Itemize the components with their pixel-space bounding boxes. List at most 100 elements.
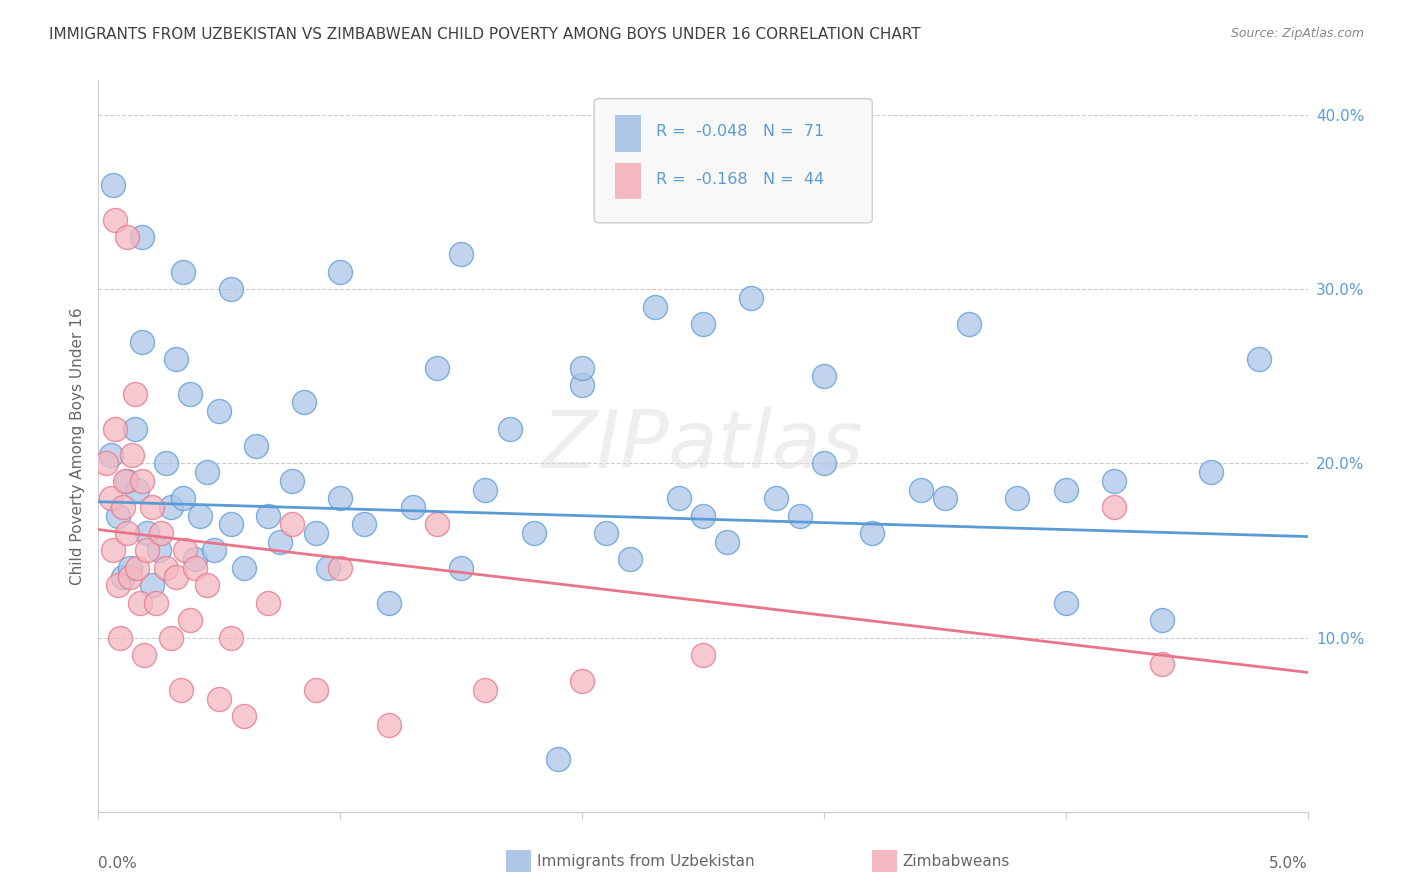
Point bbox=[94, 457, 117, 471]
Point bbox=[141, 578, 163, 592]
Point bbox=[169, 682, 191, 697]
Point bbox=[595, 526, 617, 541]
Point bbox=[402, 500, 425, 514]
Point bbox=[269, 534, 291, 549]
Point bbox=[131, 474, 153, 488]
Point bbox=[426, 360, 449, 375]
Point bbox=[117, 526, 139, 541]
Point bbox=[329, 265, 352, 279]
Point bbox=[160, 631, 183, 645]
Point bbox=[668, 491, 690, 506]
Point bbox=[813, 369, 835, 384]
Point bbox=[131, 334, 153, 349]
Point bbox=[111, 569, 134, 583]
Point bbox=[860, 526, 883, 541]
Point bbox=[111, 500, 134, 514]
Point bbox=[765, 491, 787, 506]
Point bbox=[957, 317, 980, 331]
Point bbox=[124, 421, 146, 435]
Point bbox=[148, 543, 170, 558]
Point bbox=[1152, 613, 1174, 627]
Point bbox=[124, 386, 146, 401]
Text: Immigrants from Uzbekistan: Immigrants from Uzbekistan bbox=[537, 855, 755, 869]
Point bbox=[117, 230, 139, 244]
FancyBboxPatch shape bbox=[595, 99, 872, 223]
Text: Source: ZipAtlas.com: Source: ZipAtlas.com bbox=[1230, 27, 1364, 40]
Point bbox=[221, 631, 243, 645]
Point bbox=[221, 282, 243, 296]
Point bbox=[813, 457, 835, 471]
Point bbox=[316, 561, 339, 575]
Point bbox=[292, 395, 315, 409]
Point bbox=[377, 596, 399, 610]
Point bbox=[1199, 465, 1222, 479]
Point bbox=[256, 596, 278, 610]
Point bbox=[450, 561, 472, 575]
Point bbox=[450, 247, 472, 261]
Point bbox=[107, 578, 129, 592]
Point bbox=[789, 508, 811, 523]
Point bbox=[188, 508, 211, 523]
Point bbox=[571, 674, 593, 689]
FancyBboxPatch shape bbox=[614, 115, 641, 152]
Point bbox=[104, 212, 127, 227]
Point bbox=[547, 752, 569, 766]
Point bbox=[128, 596, 150, 610]
Point bbox=[118, 569, 141, 583]
Point bbox=[165, 351, 187, 366]
Point bbox=[281, 517, 304, 532]
Text: R =  -0.168   N =  44: R = -0.168 N = 44 bbox=[655, 171, 824, 186]
Point bbox=[208, 691, 231, 706]
Point bbox=[377, 717, 399, 731]
Point bbox=[305, 526, 328, 541]
Point bbox=[172, 265, 194, 279]
Point bbox=[619, 552, 641, 566]
Point bbox=[118, 561, 141, 575]
Point bbox=[716, 534, 738, 549]
Point bbox=[692, 648, 714, 662]
Point bbox=[145, 596, 167, 610]
Point bbox=[195, 465, 218, 479]
Point bbox=[150, 526, 173, 541]
Point bbox=[174, 543, 197, 558]
Point bbox=[571, 360, 593, 375]
Point bbox=[426, 517, 449, 532]
Point bbox=[329, 561, 352, 575]
Point bbox=[353, 517, 375, 532]
Point bbox=[134, 648, 156, 662]
Point bbox=[245, 439, 267, 453]
Point bbox=[184, 552, 207, 566]
Point bbox=[131, 230, 153, 244]
Point bbox=[498, 421, 520, 435]
Point bbox=[108, 631, 131, 645]
Point bbox=[104, 421, 127, 435]
Text: 0.0%: 0.0% bbox=[98, 855, 138, 871]
Point bbox=[114, 474, 136, 488]
Text: IMMIGRANTS FROM UZBEKISTAN VS ZIMBABWEAN CHILD POVERTY AMONG BOYS UNDER 16 CORRE: IMMIGRANTS FROM UZBEKISTAN VS ZIMBABWEAN… bbox=[49, 27, 921, 42]
Point bbox=[1152, 657, 1174, 671]
FancyBboxPatch shape bbox=[614, 163, 641, 199]
Point bbox=[571, 378, 593, 392]
Point bbox=[179, 613, 201, 627]
Point bbox=[117, 474, 139, 488]
Point bbox=[127, 483, 149, 497]
Point bbox=[1102, 500, 1125, 514]
Point bbox=[208, 404, 231, 418]
Point bbox=[305, 682, 328, 697]
Point bbox=[121, 448, 143, 462]
Point bbox=[1249, 351, 1271, 366]
Point bbox=[474, 483, 496, 497]
Point bbox=[1054, 483, 1077, 497]
Point bbox=[910, 483, 932, 497]
Point bbox=[740, 291, 762, 305]
Point bbox=[221, 517, 243, 532]
Point bbox=[1007, 491, 1029, 506]
Point bbox=[1054, 596, 1077, 610]
Text: R =  -0.048   N =  71: R = -0.048 N = 71 bbox=[655, 124, 824, 139]
Point bbox=[256, 508, 278, 523]
Point bbox=[692, 317, 714, 331]
Point bbox=[100, 448, 122, 462]
Text: Zimbabweans: Zimbabweans bbox=[903, 855, 1010, 869]
Point bbox=[281, 474, 304, 488]
Point bbox=[141, 500, 163, 514]
